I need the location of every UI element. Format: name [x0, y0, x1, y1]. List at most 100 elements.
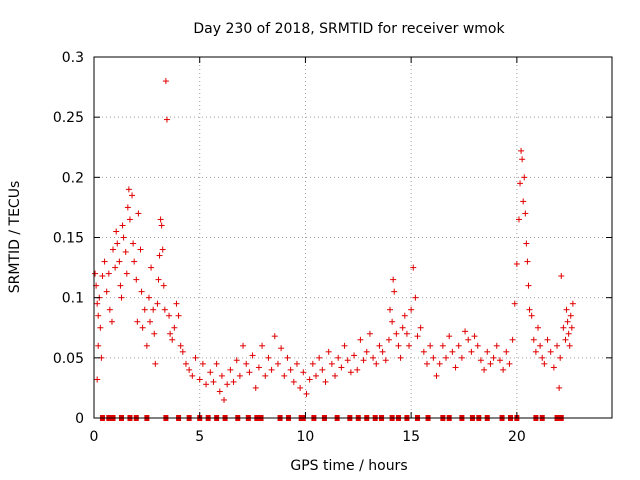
data-point [565, 330, 572, 337]
data-point [558, 273, 565, 280]
data-point [103, 288, 110, 295]
data-point [303, 390, 310, 397]
data-point [135, 210, 142, 217]
data-point [161, 306, 168, 313]
data-point [186, 366, 193, 373]
data-point [389, 318, 396, 325]
data-point [252, 384, 259, 391]
data-point [169, 336, 176, 343]
data-point [522, 210, 529, 217]
data-point [125, 186, 132, 193]
data-point [556, 384, 563, 391]
data-point [141, 306, 148, 313]
data-point [207, 369, 214, 376]
data-point [274, 360, 281, 367]
data-point [281, 372, 288, 379]
data-point [449, 348, 456, 355]
data-point [530, 336, 537, 343]
data-point [236, 372, 243, 379]
data-point [379, 348, 386, 355]
x-tick-labels: 0 5 10 15 20 [90, 429, 526, 445]
data-point [138, 288, 145, 295]
data-point [436, 360, 443, 367]
data-point [120, 234, 127, 241]
data-point [554, 342, 561, 349]
data-point [297, 384, 304, 391]
data-point [401, 312, 408, 319]
data-point [390, 276, 397, 283]
data-point [177, 342, 184, 349]
data-point [92, 270, 99, 277]
data-point [520, 198, 527, 205]
data-point [468, 348, 475, 355]
data-point [113, 228, 120, 235]
data-point [160, 282, 167, 289]
data-point [385, 336, 392, 343]
data-point [481, 366, 488, 373]
data-point [159, 246, 166, 253]
data-point [532, 348, 539, 355]
data-point [496, 357, 503, 364]
data-point [506, 360, 513, 367]
data-point [557, 354, 564, 361]
data-point [137, 246, 144, 253]
data-point [152, 360, 159, 367]
data-point [99, 273, 106, 280]
data-point [246, 369, 253, 376]
data-point [376, 342, 383, 349]
data-point [97, 324, 104, 331]
data-point [166, 312, 173, 319]
data-point [319, 366, 326, 373]
data-point [313, 372, 319, 379]
data-point [354, 366, 361, 373]
data-point [94, 300, 101, 307]
data-point [143, 342, 150, 349]
data-point [122, 248, 129, 255]
data-point [524, 258, 531, 265]
data-point [391, 288, 398, 295]
data-series-srmtid [92, 78, 576, 403]
data-point [325, 348, 332, 355]
data-point [465, 336, 472, 343]
data-point [110, 246, 117, 253]
data-point [278, 345, 285, 352]
data-point [509, 336, 516, 343]
data-point [155, 276, 162, 283]
data-point [563, 306, 570, 313]
data-point [430, 354, 437, 361]
data-point [511, 300, 518, 307]
data-point [360, 357, 367, 364]
data-point [393, 330, 400, 337]
y-tick-label: 0.1 [62, 291, 84, 307]
data-point [521, 174, 528, 181]
data-point [243, 360, 250, 367]
y-axis-label: SRMTID / TECUs [7, 181, 23, 294]
data-point [462, 328, 469, 335]
data-point [493, 342, 500, 349]
data-point [221, 396, 228, 403]
data-point [513, 260, 520, 267]
data-point [129, 192, 136, 199]
data-point [537, 342, 544, 349]
data-point [262, 372, 269, 379]
data-point [443, 354, 450, 361]
data-point [218, 372, 225, 379]
data-point [287, 366, 294, 373]
data-point [233, 357, 240, 364]
data-point [271, 333, 278, 340]
data-point [145, 294, 152, 301]
data-point [216, 388, 223, 395]
data-point [568, 324, 575, 331]
y-tick-labels: 0 0.05 0.1 0.15 0.2 0.25 0.3 [53, 50, 84, 427]
data-point [306, 376, 313, 383]
data-point [424, 360, 430, 367]
data-point [182, 360, 189, 367]
data-point [525, 282, 532, 289]
data-point [203, 381, 210, 388]
data-point [523, 240, 530, 247]
data-point [158, 222, 165, 229]
data-point [157, 216, 164, 223]
data-point [347, 369, 354, 376]
data-point [477, 357, 484, 364]
data-point [156, 252, 163, 259]
